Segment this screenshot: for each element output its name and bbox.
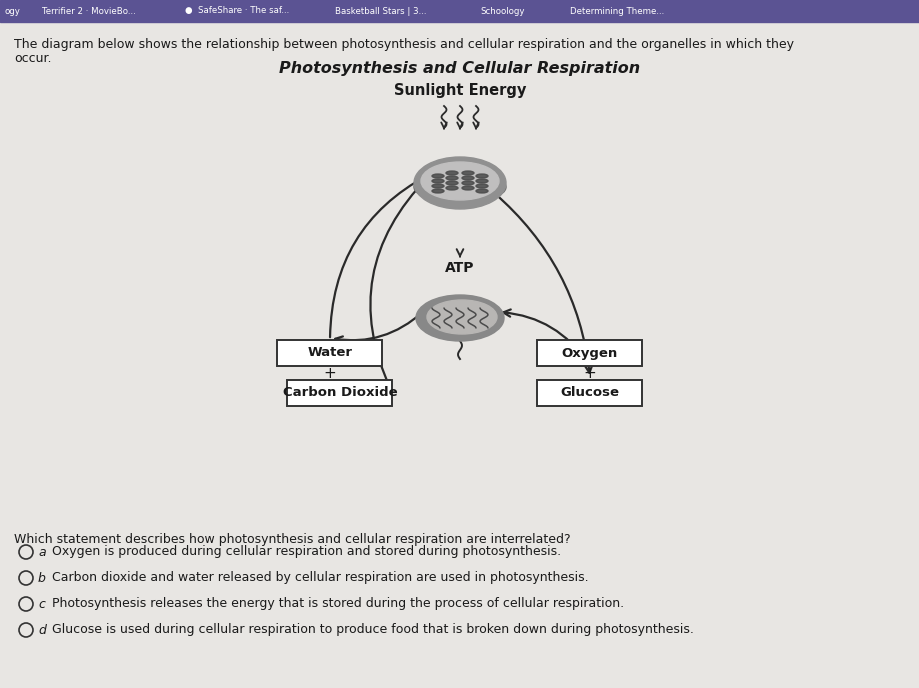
- Ellipse shape: [446, 186, 458, 190]
- Text: +: +: [583, 365, 596, 380]
- Text: ●  SafeShare · The saf...: ● SafeShare · The saf...: [185, 6, 289, 16]
- Text: Glucose is used during cellular respiration to produce food that is broken down : Glucose is used during cellular respirat…: [52, 623, 693, 636]
- Text: occur.: occur.: [14, 52, 51, 65]
- Ellipse shape: [432, 189, 444, 193]
- Text: Photosynthesis and Cellular Respiration: Photosynthesis and Cellular Respiration: [279, 61, 640, 76]
- Ellipse shape: [475, 189, 487, 193]
- Ellipse shape: [461, 176, 473, 180]
- Text: Carbon Dioxide: Carbon Dioxide: [282, 387, 397, 400]
- Text: The diagram below shows the relationship between photosynthesis and cellular res: The diagram below shows the relationship…: [14, 38, 793, 51]
- Text: Glucose: Glucose: [560, 387, 618, 400]
- Ellipse shape: [414, 157, 505, 209]
- Ellipse shape: [475, 184, 487, 188]
- Text: Determining Theme...: Determining Theme...: [570, 6, 664, 16]
- Text: Oxygen: Oxygen: [562, 347, 618, 360]
- Ellipse shape: [475, 174, 487, 178]
- Ellipse shape: [461, 181, 473, 185]
- Text: d: d: [38, 623, 46, 636]
- Ellipse shape: [432, 179, 444, 183]
- Ellipse shape: [432, 174, 444, 178]
- Ellipse shape: [446, 176, 458, 180]
- Ellipse shape: [461, 186, 473, 190]
- Ellipse shape: [461, 171, 473, 175]
- Text: Water: Water: [307, 347, 352, 360]
- Ellipse shape: [426, 300, 496, 334]
- Ellipse shape: [415, 295, 504, 341]
- Text: Schoology: Schoology: [480, 6, 524, 16]
- Text: Photosynthesis releases the energy that is stored during the process of cellular: Photosynthesis releases the energy that …: [52, 597, 623, 610]
- Ellipse shape: [421, 162, 498, 200]
- Ellipse shape: [446, 181, 458, 185]
- Ellipse shape: [475, 179, 487, 183]
- Text: Sunlight Energy: Sunlight Energy: [393, 83, 526, 98]
- FancyBboxPatch shape: [278, 340, 382, 366]
- Text: Basketball Stars | 3...: Basketball Stars | 3...: [335, 6, 426, 16]
- Text: Terrifier 2 · MovieBo...: Terrifier 2 · MovieBo...: [42, 6, 136, 16]
- Text: Which statement describes how photosynthesis and cellular respiration are interr: Which statement describes how photosynth…: [14, 533, 570, 546]
- Bar: [0, 0, 919, 22]
- Ellipse shape: [414, 171, 505, 203]
- Text: c: c: [38, 597, 45, 610]
- Ellipse shape: [446, 171, 458, 175]
- Text: a: a: [38, 546, 46, 559]
- Text: ogy: ogy: [5, 6, 21, 16]
- Text: Carbon dioxide and water released by cellular respiration are used in photosynth: Carbon dioxide and water released by cel…: [52, 572, 588, 585]
- FancyBboxPatch shape: [537, 380, 641, 406]
- FancyBboxPatch shape: [537, 340, 641, 366]
- Text: ATP: ATP: [445, 261, 474, 275]
- Ellipse shape: [432, 184, 444, 188]
- Text: Oxygen is produced during cellular respiration and stored during photosynthesis.: Oxygen is produced during cellular respi…: [52, 546, 561, 559]
- Text: b: b: [38, 572, 46, 585]
- FancyBboxPatch shape: [287, 380, 392, 406]
- Text: +: +: [323, 365, 336, 380]
